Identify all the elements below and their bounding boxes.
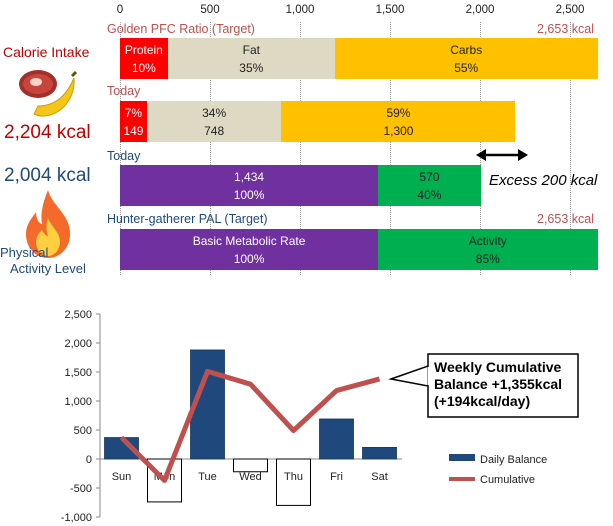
today-expenditure-segment-activity: 570 40%: [378, 165, 481, 206]
segment-line1: 570: [419, 169, 440, 184]
today-intake-segment-fat: 34% 748: [146, 101, 282, 142]
daily-balance-bar: [319, 418, 354, 460]
golden-pfc-label: Golden PFC Ratio (Target): [107, 22, 255, 36]
golden-total-label: 2,653 kcal: [537, 22, 594, 36]
segment-line1: Protein: [124, 42, 163, 57]
legend-swatch-bar: [449, 454, 475, 461]
top-axis-tick: 2,500: [555, 4, 585, 16]
segment-line2: 149: [123, 123, 144, 138]
hunter-gatherer-segment-bmr: Basic Metabolic Rate 100%: [120, 229, 379, 270]
annotation-box: [427, 353, 579, 418]
annotation-line2: Balance +1,355kcal: [434, 376, 562, 392]
segment-line1: Activity: [468, 233, 507, 248]
segment-line2: 35%: [239, 60, 264, 75]
y-tick-label: 2,500: [64, 309, 92, 321]
steak-banana-icon: [19, 70, 78, 117]
x-tick-label: Fri: [330, 471, 343, 483]
annotation-line1: Weekly Cumulative: [434, 359, 562, 375]
y-tick-label: -500: [70, 483, 92, 495]
gridline: [120, 22, 121, 275]
y-tick-label: -1,000: [61, 512, 92, 524]
callout-pointer: [388, 364, 429, 387]
top-axis-tick: 500: [200, 4, 220, 16]
cumulative-line: [119, 368, 381, 483]
gridline: [480, 22, 481, 275]
excess-label: Excess 200 kcal: [489, 172, 598, 189]
segment-line1: 34%: [202, 105, 227, 120]
segment-line2: 1,300: [383, 123, 414, 138]
today-intake-segment-protein: 7% 149: [120, 101, 147, 142]
segment-line1: 7%: [124, 105, 143, 120]
top-axis-tick: 2,000: [465, 4, 495, 16]
segment-line2: 748: [204, 123, 225, 138]
hunter-gatherer-label: Hunter-gatherer PAL (Target): [107, 212, 268, 226]
segment-line2: 85%: [475, 251, 500, 266]
top-axis-tick: 0: [116, 4, 124, 16]
excess-arrow: [476, 149, 528, 161]
segment-line2: 100%: [233, 251, 265, 266]
flame-icon: [26, 190, 70, 258]
gridline: [390, 22, 391, 275]
segment-line1: Carbs: [450, 42, 483, 57]
golden-segment-protein: Protein 10%: [120, 38, 168, 79]
gridline: [210, 22, 211, 275]
legend-cumulative: Cumulative: [480, 474, 535, 486]
x-tick-label: Tue: [198, 471, 217, 483]
segment-line1: 59%: [386, 105, 411, 120]
hunter-gatherer-segment-activity: Activity 85%: [378, 229, 598, 270]
intake-value: 2,204 kcal: [4, 122, 91, 143]
x-tick-label: Thu: [284, 471, 303, 483]
today-expenditure-segment-bmr: 1,434 100%: [120, 165, 379, 206]
today-intake-label: Today: [107, 84, 141, 98]
y-tick-label: 500: [74, 425, 92, 437]
pal-label-line2: Activity Level: [10, 261, 86, 276]
top-axis-tick: 1,000: [285, 4, 315, 16]
x-tick-label: Sun: [112, 471, 132, 483]
segment-line2: 10%: [131, 60, 156, 75]
daily-balance-bar: [233, 458, 268, 473]
today-expenditure-label: Today: [107, 149, 141, 163]
expenditure-value: 2,004 kcal: [4, 165, 91, 186]
calorie-intake-label: Calorie Intake: [3, 44, 90, 60]
daily-balance-bar: [276, 458, 311, 506]
segment-line1: 1,434: [234, 169, 265, 184]
x-tick-label: Wed: [239, 471, 261, 483]
top-axis-tick: 1,500: [375, 4, 405, 16]
gridline: [570, 22, 571, 275]
segment-line1: Fat: [242, 42, 260, 57]
golden-segment-carbs: Carbs 55%: [334, 38, 598, 79]
y-tick-label: 0: [86, 454, 92, 466]
annotation-line3: (+194kcal/day): [434, 393, 530, 409]
legend-daily-balance: Daily Balance: [480, 454, 547, 466]
y-tick-label: 2,000: [64, 338, 92, 350]
today-intake-segment-carbs: 59% 1,300: [281, 101, 516, 142]
golden-segment-fat: Fat 35%: [167, 38, 335, 79]
hunter-total-label: 2,653 kcal: [537, 212, 594, 226]
segment-line2: 55%: [454, 60, 479, 75]
gridline: [300, 22, 301, 275]
segment-line2: 40%: [417, 187, 442, 202]
segment-line1: Basic Metabolic Rate: [192, 233, 306, 248]
pal-label-line1: Physical: [0, 245, 49, 260]
y-tick-label: 1,000: [64, 396, 92, 408]
segment-line2: 100%: [233, 187, 265, 202]
x-tick-label: Sat: [371, 471, 388, 483]
y-tick-label: 1,500: [64, 367, 92, 379]
daily-balance-bar: [362, 446, 397, 460]
